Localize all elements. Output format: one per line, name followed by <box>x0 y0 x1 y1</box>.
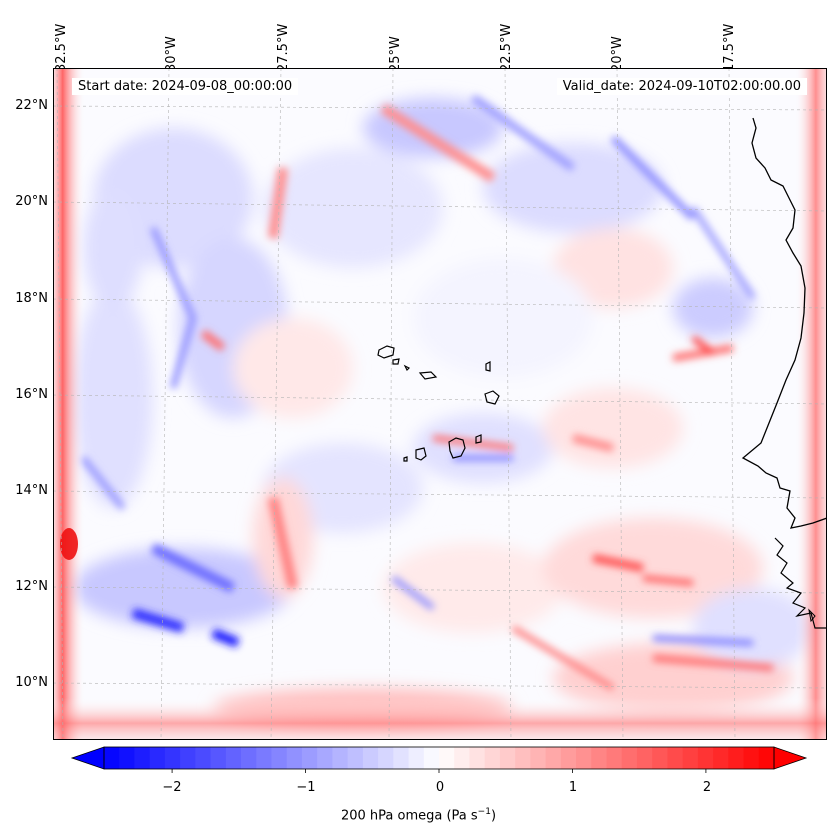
colorbar-tick-label: 2 <box>702 780 712 795</box>
colorbar-segment <box>758 747 775 769</box>
colorbar-segment <box>469 747 486 769</box>
colorbar-segment <box>423 747 440 769</box>
lon-label: 30°W <box>164 36 179 72</box>
omega-field <box>73 98 813 728</box>
lon-label: 25°W <box>388 36 403 72</box>
lon-label: 27.5°W <box>276 23 291 72</box>
lon-label: 20°W <box>610 36 625 72</box>
colorbar-segment <box>286 747 303 769</box>
map-frame <box>53 68 827 740</box>
lat-label: 18°N <box>15 291 48 306</box>
lat-label: 10°N <box>15 675 48 690</box>
colorbar-segment <box>439 747 455 769</box>
colorbar-segment <box>652 747 669 769</box>
colorbar-segment <box>378 747 394 769</box>
colorbar-segment <box>713 747 729 769</box>
colorbar-tick-label: −2 <box>162 780 182 795</box>
colorbar-segment <box>393 747 410 769</box>
bijagos-islands <box>808 608 816 623</box>
colorbar-segment <box>164 747 181 769</box>
colorbar-segment <box>225 747 242 769</box>
colorbar-segment <box>134 747 151 769</box>
colorbar-segment <box>728 747 745 769</box>
colorbar-segment <box>347 747 364 769</box>
edge-maximum <box>60 528 78 560</box>
coastline-africa <box>741 117 827 529</box>
omega-map <box>53 68 827 740</box>
lon-label: 17.5°W <box>722 23 737 72</box>
colorbar-segment <box>317 747 334 769</box>
colorbar-extend-high <box>773 746 808 770</box>
colorbar-segment <box>560 747 577 769</box>
lat-label: 22°N <box>15 98 48 113</box>
colorbar-segment <box>667 747 684 769</box>
cape-verde-islands <box>377 345 500 462</box>
colorbar-segment <box>545 747 562 769</box>
colorbar-tick-label: 1 <box>568 780 578 795</box>
lon-label: 32.5°W <box>54 23 69 72</box>
colorbar-segment <box>195 747 212 769</box>
edge-band-bottom <box>53 698 827 740</box>
colorbar-segment <box>241 747 257 769</box>
colorbar-segment <box>454 747 471 769</box>
colorbar-segment <box>499 747 516 769</box>
colorbar-segment <box>530 747 547 769</box>
colorbar-segment <box>576 747 592 769</box>
colorbar-segment <box>119 747 136 769</box>
colorbar-segment <box>606 747 623 769</box>
lon-label: 22.5°W <box>499 23 514 72</box>
colorbar-tick-label: 0 <box>435 780 445 795</box>
colorbar-segment <box>104 747 120 769</box>
lat-label: 20°N <box>15 194 48 209</box>
omega-streaks <box>80 94 774 691</box>
colorbar-segment <box>484 747 501 769</box>
colorbar-extend-low <box>70 746 105 770</box>
lat-label: 12°N <box>15 579 48 594</box>
colorbar-segment <box>301 747 318 769</box>
colorbar-segment <box>515 747 531 769</box>
lat-label: 16°N <box>15 387 48 402</box>
colorbar <box>70 746 808 773</box>
colorbar-segment <box>621 747 638 769</box>
colorbar-segment <box>256 747 273 769</box>
colorbar-segment <box>362 747 379 769</box>
colorbar-label: 200 hPa omega (Pa s−1) <box>340 807 497 824</box>
colorbar-segment <box>180 747 196 769</box>
coastline-guinea <box>774 537 827 629</box>
graticule <box>53 68 827 740</box>
colorbar-segment <box>408 747 425 769</box>
colorbar-segment <box>697 747 714 769</box>
colorbar-segment <box>149 747 166 769</box>
colorbar-tick-label: −1 <box>296 780 316 795</box>
lat-label: 14°N <box>15 483 48 498</box>
start-date-label: Start date: 2024-09-08_00:00:00 <box>72 78 299 95</box>
colorbar-segment <box>210 747 227 769</box>
colorbar-segment <box>743 747 760 769</box>
colorbar-segment <box>636 747 653 769</box>
colorbar-segment <box>271 747 288 769</box>
edge-band-left <box>53 68 85 740</box>
colorbar-segment <box>682 747 699 769</box>
colorbar-segment <box>332 747 349 769</box>
colorbar-segment <box>591 747 608 769</box>
valid-date-label: Valid_date: 2024-09-10T02:00:00.00 <box>556 78 807 95</box>
